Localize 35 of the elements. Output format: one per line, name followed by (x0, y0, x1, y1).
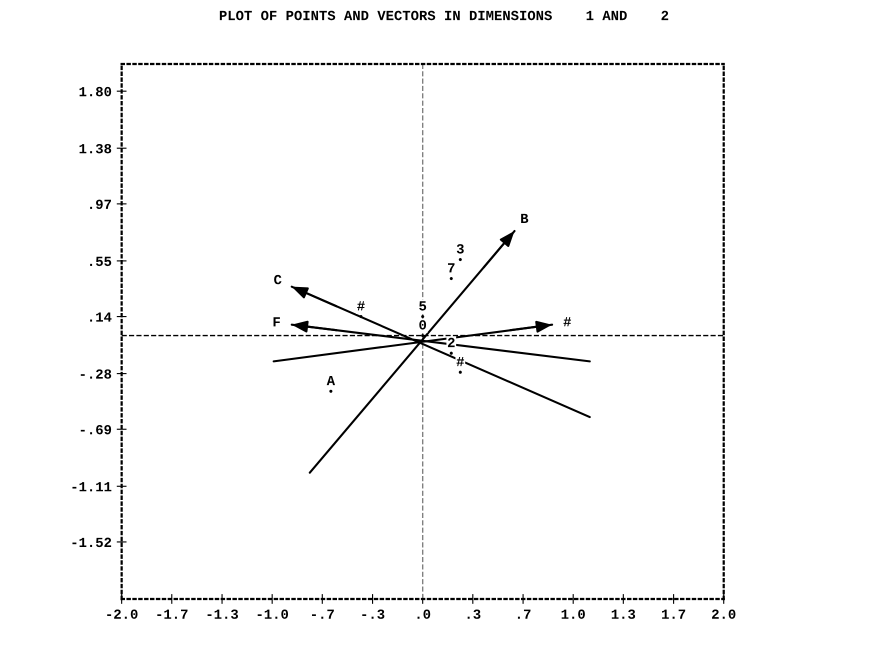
series-label: C (274, 274, 282, 284)
series-label: 0 (419, 320, 426, 330)
x-tick-label: -1.0 (258, 609, 288, 619)
y-tick-label: -.69 (80, 424, 112, 434)
y-tick-label: 1.80 (80, 86, 112, 96)
series-label: F (274, 317, 280, 326)
y-tick-label: -1.11 (72, 482, 112, 492)
x-tick-label: 1.0 (562, 609, 585, 619)
x-tick-label: 1.7 (662, 610, 686, 619)
series-label: 3 (456, 244, 464, 254)
y-tick-label: -.28 (80, 369, 112, 379)
series-label: 7 (448, 263, 455, 272)
x-tick-label: 1.3 (612, 609, 636, 619)
series-label: A (326, 376, 336, 386)
x-tick-label: 2.0 (712, 609, 736, 619)
chart-title: PLOT OF POINTS AND VECTORS IN DIMENSIONS 1 AND 2 (220, 10, 668, 20)
y-tick-label: 1.38 (80, 144, 112, 154)
y-tick-label: .97 (90, 200, 112, 210)
legend-label: # (564, 317, 572, 326)
y-tick-label: -1.52 (72, 538, 112, 548)
series-label: 2 (448, 338, 455, 348)
y-tick-label: .55 (90, 256, 112, 266)
series-label: B (521, 214, 528, 223)
x-tick-label: -2.0 (107, 609, 138, 619)
series-label: # (456, 356, 464, 366)
x-tick-label: -.3 (362, 609, 384, 619)
y-tick-label: .14 (90, 312, 112, 322)
x-tick-label: -1.7 (157, 610, 188, 619)
series-label: 5 (419, 301, 426, 311)
legend-label: # (357, 301, 365, 310)
x-tick-label: -.7 (312, 610, 334, 619)
x-tick-label: .7 (518, 610, 530, 619)
x-tick-label: -1.3 (208, 609, 238, 619)
x-tick-label: .3 (468, 609, 480, 619)
x-tick-label: .0 (418, 609, 430, 619)
